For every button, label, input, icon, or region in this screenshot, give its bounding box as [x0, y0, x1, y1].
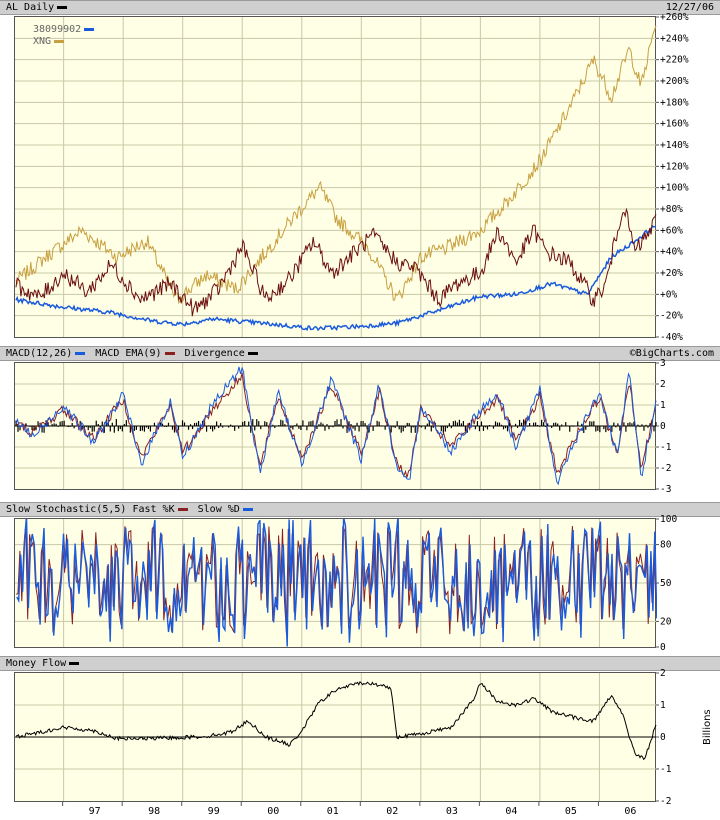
legend-al: 38099902: [33, 24, 98, 35]
main-chart-title: AL Daily: [6, 2, 71, 13]
y-tick-label: +220%: [660, 55, 689, 66]
y-tick-label: 50: [660, 578, 672, 589]
mf-legend: Money Flow: [6, 658, 83, 669]
macd-ema-swatch: [164, 351, 175, 355]
price-panel: 38099902 XNG: [14, 16, 657, 338]
y-tick-label: 1: [660, 700, 666, 711]
y-tick-label: +120%: [660, 161, 689, 172]
y-tick-label: -1: [660, 764, 672, 775]
y-tick-label: +20%: [660, 268, 683, 279]
price-chart: [15, 17, 657, 337]
macd-panel: [14, 362, 657, 490]
y-tick-label: 0: [660, 732, 666, 743]
macd-swatch: [75, 351, 86, 355]
y-tick-label: 80: [660, 540, 672, 551]
chart-date: 12/27/06: [665, 2, 714, 13]
x-tick-label: 06: [624, 806, 636, 817]
macd-legend: MACD(12,26) MACD EMA(9) Divergence: [6, 348, 262, 359]
y-tick-label: +240%: [660, 33, 689, 44]
mf-title: Money Flow: [6, 658, 67, 669]
slow-d-line: [16, 519, 657, 647]
legend-swatch: [57, 5, 68, 9]
x-tick-label: 02: [386, 806, 398, 817]
stoch-legend: Slow Stochastic(5,5) Fast %K Slow %D: [6, 504, 257, 515]
fast-k-label: Fast %K: [132, 504, 175, 515]
y-tick-label: 0: [660, 421, 666, 432]
x-tick-label: 04: [505, 806, 517, 817]
mf-swatch: [69, 661, 80, 665]
macd-title: MACD(12,26): [6, 348, 73, 359]
x-tick-label: 99: [208, 806, 220, 817]
y-tick-label: -40%: [660, 332, 683, 343]
y-tick-label: +40%: [660, 247, 683, 258]
stoch-panel: [14, 518, 657, 648]
main-title-text: AL Daily: [6, 2, 55, 13]
divergence-label: Divergence: [184, 348, 245, 359]
stoch-chart: [15, 519, 657, 647]
mf-chart: [15, 673, 657, 801]
macd-header: MACD(12,26) MACD EMA(9) Divergence ©BigC…: [0, 346, 720, 361]
y-tick-label: -3: [660, 484, 671, 495]
slow-d-swatch: [242, 507, 253, 511]
fast-k-swatch: [177, 507, 188, 511]
y-tick-label: +200%: [660, 76, 689, 87]
y-tick-label: +80%: [660, 204, 683, 215]
macd-chart: [15, 363, 657, 489]
legend-xng-swatch: [54, 39, 65, 43]
y-tick-label: 1: [660, 400, 666, 411]
legend-al-swatch: [84, 27, 95, 31]
x-tick-label: 00: [267, 806, 279, 817]
series-al-line: [15, 224, 657, 332]
y-tick-label: -20%: [660, 311, 683, 322]
x-tick-label: 97: [89, 806, 101, 817]
y-tick-label: +100%: [660, 183, 689, 194]
stoch-header: Slow Stochastic(5,5) Fast %K Slow %D: [0, 502, 720, 517]
y-tick-label: +140%: [660, 140, 689, 151]
macd-ema-label: MACD EMA(9): [95, 348, 162, 359]
mf-panel: [14, 672, 657, 802]
mf-header: Money Flow: [0, 656, 720, 671]
series-xng-line: [15, 25, 657, 305]
money-flow-unit-label: Billions: [702, 709, 713, 745]
series-price-line: [15, 207, 657, 317]
y-tick-label: -2: [660, 796, 671, 807]
slow-d-label: Slow %D: [197, 504, 240, 515]
legend-xng-label: XNG: [33, 36, 52, 47]
stoch-title: Slow Stochastic(5,5): [6, 504, 127, 515]
y-tick-label: 0: [660, 642, 666, 653]
y-tick-label: +180%: [660, 97, 689, 108]
y-tick-label: +160%: [660, 119, 689, 130]
y-tick-label: +60%: [660, 225, 683, 236]
money-flow-line: [15, 680, 657, 761]
x-tick-label: 01: [327, 806, 339, 817]
legend-xng: XNG: [33, 36, 68, 47]
x-tick-label: 03: [446, 806, 458, 817]
y-tick-label: -1: [660, 442, 672, 453]
x-tick-label: 98: [148, 806, 160, 817]
divergence-swatch: [247, 351, 258, 355]
y-tick-label: 20: [660, 616, 672, 627]
y-tick-label: 2: [660, 379, 666, 390]
y-tick-label: -2: [660, 463, 671, 474]
x-tick-label: 05: [565, 806, 577, 817]
y-tick-label: +0%: [660, 289, 677, 300]
bigcharts-credit: ©BigCharts.com: [629, 348, 714, 359]
main-chart-header: AL Daily 12/27/06: [0, 0, 720, 15]
legend-al-label: 38099902: [33, 24, 82, 35]
macd-line: [15, 366, 657, 486]
